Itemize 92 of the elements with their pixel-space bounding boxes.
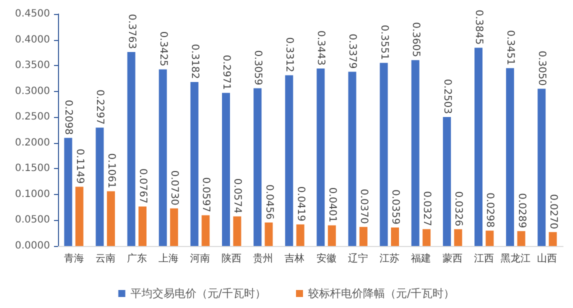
data-label: 0.3312 (284, 37, 295, 72)
data-label: 0.0597 (200, 177, 212, 212)
bar (127, 52, 136, 246)
x-tick-label: 辽宁 (348, 252, 368, 264)
y-tick-label: 0.2000 (15, 137, 50, 148)
data-label: 0.0327 (421, 191, 432, 226)
y-tick-label: 0.0000 (15, 240, 50, 252)
data-label: 0.3050 (536, 50, 548, 86)
bar (391, 227, 400, 246)
bar (411, 60, 420, 246)
data-label: 0.3059 (252, 50, 264, 86)
x-tick-label: 蒙西 (442, 252, 463, 264)
bar (202, 215, 210, 246)
bar (285, 75, 294, 246)
data-label: 0.0370 (358, 188, 369, 224)
data-label: 0.0456 (263, 184, 274, 220)
x-tick-label: 上海 (158, 252, 178, 264)
x-tick-label: 云南 (95, 252, 116, 264)
data-label: 0.0767 (137, 168, 148, 204)
data-label: 0.0326 (452, 191, 464, 226)
bar (422, 229, 431, 246)
bar (442, 116, 451, 246)
x-tick-label: 安徽 (316, 252, 336, 264)
x-tick-label: 黑龙江 (500, 252, 531, 264)
data-label: 0.0574 (232, 178, 243, 214)
bar (64, 138, 72, 246)
y-tick-label: 0.1500 (15, 163, 50, 174)
x-tick-label: 青海 (64, 252, 84, 264)
x-tick-label: 福建 (410, 252, 431, 264)
bar (138, 206, 147, 246)
x-tick-label: 江西 (474, 252, 494, 264)
bar (548, 232, 557, 246)
y-tick-label: 0.4500 (15, 8, 50, 20)
bar (359, 226, 368, 246)
bar (190, 82, 198, 246)
bar (106, 191, 115, 246)
x-tick-label: 贵州 (253, 252, 274, 264)
bar (222, 92, 230, 246)
y-tick-label: 0.0500 (15, 214, 50, 226)
x-tick-label: 河南 (190, 252, 210, 264)
bar (316, 68, 325, 246)
data-label: 0.3845 (472, 10, 484, 45)
bar (486, 230, 494, 246)
bar (170, 208, 178, 246)
x-tick-label: 广东 (126, 252, 147, 264)
bar (328, 225, 336, 246)
x-tick-label: 山西 (537, 252, 558, 264)
data-label: 0.3379 (346, 34, 358, 69)
bar (380, 62, 388, 246)
bar (254, 88, 262, 246)
bar (517, 231, 526, 246)
data-label: 0.0419 (294, 186, 306, 222)
bar (454, 229, 462, 246)
bar (264, 222, 273, 246)
bar (474, 48, 482, 246)
data-label: 0.0298 (484, 192, 496, 228)
data-label: 0.2297 (94, 90, 106, 125)
bar (538, 88, 546, 246)
legend-label: 平均交易电价（元/千瓦时） (130, 287, 266, 300)
data-label: 0.0401 (326, 187, 338, 222)
bar (158, 69, 167, 246)
x-tick-label: 江苏 (379, 252, 400, 264)
data-label: 0.3763 (126, 14, 137, 49)
bar (506, 68, 514, 246)
data-label: 0.2971 (220, 54, 232, 90)
data-label: 0.3451 (504, 30, 516, 66)
data-label: 0.0289 (516, 193, 527, 228)
data-label: 0.2098 (62, 100, 74, 135)
bar (233, 216, 242, 246)
data-label: 0.1149 (74, 148, 85, 184)
bar (296, 224, 304, 246)
y-tick-label: 0.3000 (15, 86, 50, 97)
data-label: 0.3443 (315, 30, 326, 66)
bar (96, 128, 104, 246)
y-tick-label: 0.2500 (15, 112, 50, 123)
y-tick-label: 0.1000 (15, 188, 50, 200)
x-tick-label: 陕西 (222, 252, 242, 264)
data-label: 0.3425 (157, 31, 168, 66)
data-label: 0.0730 (168, 170, 180, 206)
x-tick-label: 吉林 (284, 252, 305, 264)
data-label: 0.3182 (188, 44, 200, 79)
data-label: 0.1061 (105, 153, 116, 188)
y-tick-label: 0.4000 (15, 34, 50, 46)
data-label: 0.2503 (441, 78, 452, 114)
bar (75, 186, 84, 246)
data-label: 0.3551 (378, 24, 390, 60)
legend-label: 较标杆电价降幅（元/千瓦时） (308, 287, 455, 300)
y-tick-label: 0.3500 (15, 60, 50, 72)
data-label: 0.0359 (390, 189, 401, 224)
data-label: 0.3605 (410, 22, 421, 58)
data-label: 0.0270 (547, 194, 558, 230)
bar (348, 72, 356, 246)
